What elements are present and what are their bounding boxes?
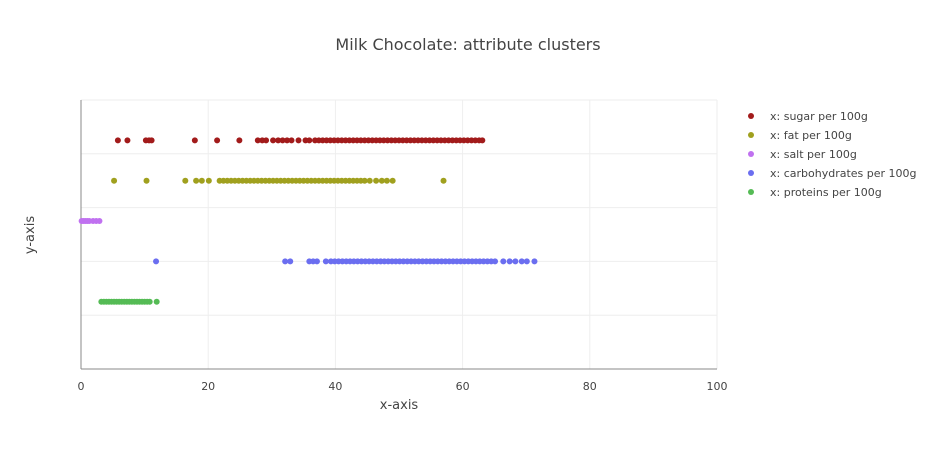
x-tick-label: 0: [78, 380, 85, 393]
data-point: [306, 137, 313, 144]
data-point: [182, 177, 189, 184]
data-point: [383, 177, 390, 184]
legend-item[interactable]: x: proteins per 100g: [748, 186, 882, 199]
data-point: [313, 258, 320, 265]
data-point: [506, 258, 513, 265]
data-point: [263, 137, 270, 144]
chart-title: Milk Chocolate: attribute clusters: [335, 35, 600, 54]
series-3: [153, 258, 538, 265]
x-tick-label: 60: [456, 380, 470, 393]
data-point: [153, 298, 160, 305]
data-point: [492, 258, 499, 265]
x-axis-title: x-axis: [380, 398, 419, 413]
data-point: [270, 137, 277, 144]
data-point: [275, 137, 282, 144]
legend-marker: [748, 170, 754, 176]
data-point: [236, 137, 243, 144]
data-point: [114, 137, 121, 144]
legend-label: x: sugar per 100g: [770, 110, 868, 123]
y-axis-title: y-axis: [23, 216, 38, 254]
plot-points: [78, 137, 538, 305]
data-point: [523, 258, 530, 265]
data-point: [518, 258, 525, 265]
data-point: [111, 177, 118, 184]
data-point: [389, 177, 396, 184]
data-point: [198, 177, 205, 184]
series-2: [78, 218, 103, 225]
data-point: [479, 137, 486, 144]
data-point: [96, 218, 103, 225]
data-point: [378, 177, 385, 184]
data-point: [287, 258, 294, 265]
legend-label: x: salt per 100g: [770, 148, 857, 161]
data-point: [214, 137, 221, 144]
data-point: [143, 177, 150, 184]
legend-label: x: carbohydrates per 100g: [770, 167, 917, 180]
legend-item[interactable]: x: salt per 100g: [748, 148, 857, 161]
data-point: [295, 137, 302, 144]
legend-marker: [748, 132, 754, 138]
series-4: [98, 298, 160, 305]
data-point: [254, 137, 261, 144]
data-point: [284, 137, 291, 144]
legend-item[interactable]: x: sugar per 100g: [748, 110, 868, 123]
data-point: [193, 177, 200, 184]
series-1: [111, 177, 447, 184]
data-point: [500, 258, 507, 265]
data-point: [124, 137, 131, 144]
data-point: [279, 137, 286, 144]
legend-item[interactable]: x: fat per 100g: [748, 129, 852, 142]
data-point: [191, 137, 198, 144]
x-tick-label: 100: [707, 380, 728, 393]
data-point: [288, 137, 295, 144]
legend-label: x: proteins per 100g: [770, 186, 882, 199]
data-point: [282, 258, 289, 265]
legend-marker: [748, 189, 754, 195]
data-point: [361, 177, 368, 184]
plot-axes: 0 20 40 60 80 100: [78, 100, 728, 393]
data-point: [148, 137, 155, 144]
series-0: [114, 137, 486, 144]
x-tick-label: 20: [201, 380, 215, 393]
legend[interactable]: x: sugar per 100g x: fat per 100g x: salt …: [748, 110, 917, 199]
x-tick-label: 40: [328, 380, 342, 393]
legend-label: x: fat per 100g: [770, 129, 852, 142]
data-point: [205, 177, 212, 184]
data-point: [153, 258, 160, 265]
data-point: [531, 258, 538, 265]
x-tick-label: 80: [583, 380, 597, 393]
legend-item[interactable]: x: carbohydrates per 100g: [748, 167, 917, 180]
data-point: [146, 298, 153, 305]
data-point: [322, 258, 329, 265]
data-point: [366, 177, 373, 184]
data-point: [512, 258, 519, 265]
legend-marker: [748, 113, 754, 119]
legend-marker: [748, 151, 754, 157]
data-point: [373, 177, 380, 184]
data-point: [440, 177, 447, 184]
